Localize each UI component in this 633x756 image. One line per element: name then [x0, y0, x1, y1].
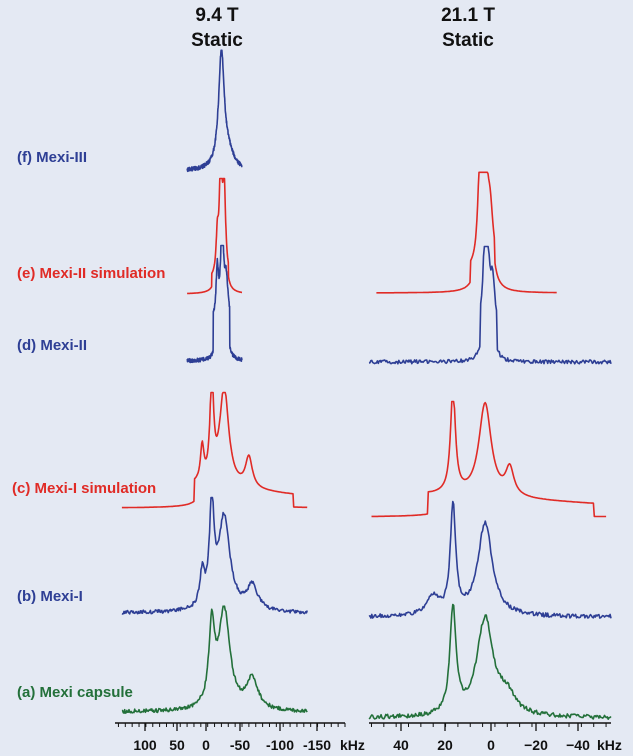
trace-label-d: (d) Mexi-II	[17, 337, 87, 354]
trace-label-a: (a) Mexi capsule	[17, 684, 133, 701]
axis-unit-9t: kHz	[340, 737, 365, 753]
tick-label: 0	[202, 737, 210, 753]
tick-label: 40	[393, 737, 409, 753]
trace-21t-d-mexi-ii	[368, 245, 612, 365]
trace-9t-e-mexi-ii-simulation	[186, 177, 243, 295]
trace-label-c: (c) Mexi-I simulation	[12, 480, 156, 497]
column-title-9t-line1: 9.4 T	[195, 5, 239, 26]
axis-9t: 100 50 0 -50 -100 -150	[115, 722, 346, 753]
tick-label: −40	[566, 737, 590, 753]
spectrum-traces	[121, 49, 612, 720]
tick-label: −20	[524, 737, 548, 753]
column-title-21t-line2: Static	[442, 30, 494, 51]
tick-label: -50	[230, 737, 250, 753]
trace-9t-c-mexi-i-simulation	[121, 391, 308, 509]
trace-label-b: (b) Mexi-I	[17, 588, 83, 605]
trace-21t-e-mexi-ii-simulation	[376, 171, 557, 294]
trace-21t-c-mexi-i-simulation	[371, 400, 607, 518]
trace-9t-a-mexi-capsule	[121, 605, 308, 714]
tick-label: -150	[303, 737, 331, 753]
trace-21t-a-mexi-capsule	[368, 603, 612, 720]
tick-label: -100	[266, 737, 294, 753]
column-title-21t-line1: 21.1 T	[441, 5, 495, 26]
trace-label-f: (f) Mexi-III	[17, 149, 87, 166]
tick-label: 100	[133, 737, 157, 753]
tick-label: 20	[437, 737, 453, 753]
column-title-9t-line2: Static	[191, 30, 243, 51]
trace-label-e: (e) Mexi-II simulation	[17, 265, 165, 282]
axis-21t: 40 20 0 −20 −40	[369, 722, 611, 753]
tick-label: 0	[487, 737, 495, 753]
trace-21t-b-mexi-i	[368, 500, 612, 619]
trace-9t-f-mexi-iii	[186, 49, 243, 173]
trace-9t-d-mexi-ii	[186, 244, 243, 364]
axis-unit-21t: kHz	[597, 737, 622, 753]
tick-label: 50	[169, 737, 185, 753]
trace-9t-b-mexi-i	[121, 496, 308, 615]
